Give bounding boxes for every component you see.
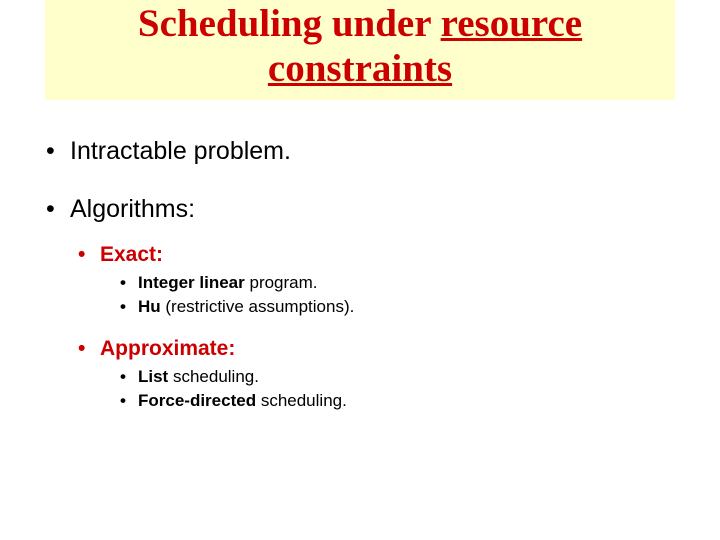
bullet-approx-list: List scheduling.	[120, 366, 680, 388]
bullet-exact-label: Exact:	[100, 243, 163, 266]
bullet-exact-hu-rest: (restrictive assumptions).	[161, 297, 355, 316]
slide-content: Intractable problem. Algorithms: Exact: …	[0, 100, 720, 413]
title-line2-underlined: constraints	[268, 47, 452, 90]
bullet-exact-ilp-bold: Integer linear	[138, 273, 245, 292]
bullet-approximate: Approximate: List scheduling. Force-dire…	[76, 336, 680, 412]
bullet-intractable: Intractable problem.	[40, 136, 680, 166]
bullet-exact-ilp: Integer linear program.	[120, 272, 680, 294]
bullet-exact: Exact: Integer linear program. Hu (restr…	[76, 242, 680, 318]
bullet-algorithms: Algorithms: Exact: Integer linear progra…	[40, 194, 680, 413]
bullet-exact-hu: Hu (restrictive assumptions).	[120, 296, 680, 318]
bullet-intractable-text: Intractable problem.	[70, 137, 291, 165]
bullet-approx-force-bold: Force-directed	[138, 391, 256, 410]
bullet-list-lvl2: Exact: Integer linear program. Hu (restr…	[76, 242, 680, 413]
bullet-approx-force: Force-directed scheduling.	[120, 390, 680, 412]
bullet-approx-force-rest: scheduling.	[256, 391, 347, 410]
slide-title-block: Scheduling under resource constraints	[45, 0, 675, 100]
title-line1-plain: Scheduling under	[138, 2, 441, 45]
bullet-list-lvl1: Intractable problem. Algorithms: Exact: …	[40, 136, 680, 413]
bullet-approx-list-rest: scheduling.	[168, 367, 259, 386]
bullet-exact-hu-bold: Hu	[138, 297, 161, 316]
slide-title: Scheduling under resource constraints	[45, 2, 675, 92]
bullet-list-approx-sub: List scheduling. Force-directed scheduli…	[120, 366, 680, 412]
bullet-algorithms-text: Algorithms:	[70, 195, 195, 223]
bullet-list-exact-sub: Integer linear program. Hu (restrictive …	[120, 272, 680, 318]
title-line1-underlined: resource	[441, 2, 583, 45]
bullet-approx-list-bold: List	[138, 367, 168, 386]
bullet-exact-ilp-rest: program.	[245, 273, 318, 292]
bullet-approximate-label: Approximate:	[100, 337, 235, 360]
